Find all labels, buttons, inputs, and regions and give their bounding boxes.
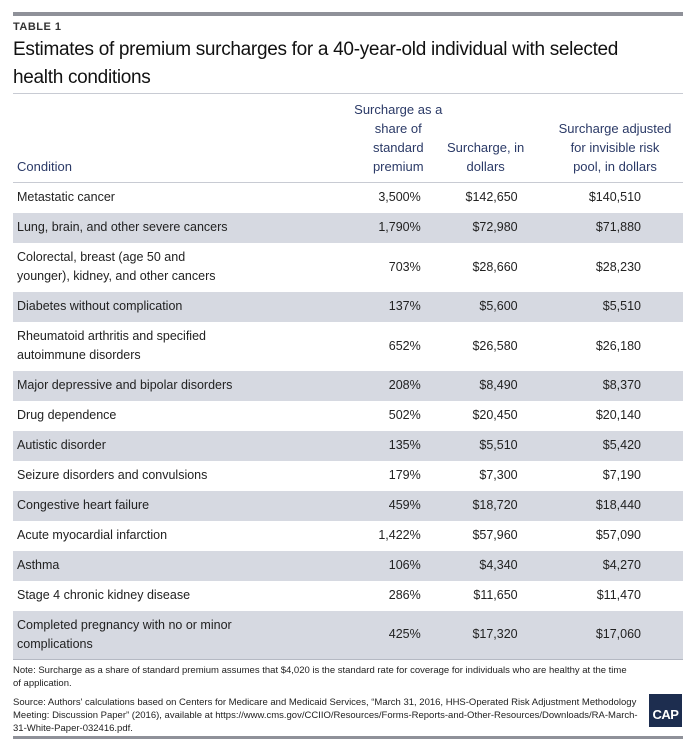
top-rule [13,12,683,16]
share-cell: 3,500% [378,190,421,205]
dollars-cell: $7,300 [479,468,518,482]
column-header-condition: Condition [17,159,72,174]
dollars-cell: $26,580 [472,338,518,353]
adjusted-cell: $140,510 [588,190,641,205]
condition-cell: Stage 4 chronic kidney disease [17,588,191,602]
share-cell: 652% [388,338,421,353]
condition-cell: Major depressive and bipolar disorders [17,378,233,392]
share-cell: 425% [388,627,421,642]
share-cell: 179% [388,468,421,482]
condition-cell: Metastatic cancer [17,190,115,205]
condition-cell: Completed pregnancy with no or minor com… [17,617,232,651]
adjusted-cell: $4,270 [602,558,641,572]
table-note: Note: Surcharge as a share of standard p… [13,665,627,689]
condition-cell: Lung, brain, and other severe cancers [17,220,228,234]
dollars-cell: $17,320 [472,627,518,642]
dollars-cell: $5,510 [479,438,518,452]
share-cell: 502% [388,408,421,422]
table-row: Rheumatoid arthritis and specified autoi… [13,322,683,371]
table-label: TABLE 1 [13,21,62,33]
adjusted-cell: $17,060 [595,627,641,642]
table-source: Source: Authors' calculations based on C… [13,697,638,734]
table-row: Colorectal, breast (age 50 and younger),… [13,243,683,292]
dollars-cell: $5,600 [479,299,518,313]
adjusted-cell: $28,230 [595,259,641,274]
dollars-cell: $142,650 [465,190,518,205]
dollars-cell: $8,490 [479,378,518,392]
share-cell: 286% [388,588,421,602]
table-row: Drug dependence 502% $20,450 $20,140 [13,401,683,431]
column-header-share: Surcharge as a share of standard premium [354,102,443,174]
adjusted-cell: $57,090 [595,528,641,542]
table-row: Diabetes without complication 137% $5,600 $… [13,291,683,322]
condition-cell: Diabetes without complication [17,299,183,313]
bottom-rule [13,736,683,739]
dollars-cell: $4,340 [479,558,518,572]
condition-cell: Asthma [17,558,60,572]
column-header-adjusted: Surcharge adjusted for invisible risk po… [558,121,672,174]
share-cell: 459% [388,498,421,512]
cap-logo: CAP [649,694,682,727]
adjusted-cell: $8,370 [602,378,641,392]
table-row: Major depressive and bipolar disorders 20… [13,370,683,401]
share-cell: 703% [388,259,421,274]
dollars-cell: $20,450 [472,408,518,422]
adjusted-cell: $5,510 [602,299,641,313]
condition-cell: Drug dependence [17,408,117,422]
dollars-cell: $28,660 [472,259,518,274]
share-cell: 208% [388,378,421,392]
adjusted-cell: $18,440 [595,498,641,512]
adjusted-cell: $5,420 [602,438,641,452]
dollars-cell: $18,720 [472,498,518,512]
adjusted-cell: $71,880 [595,220,641,234]
condition-cell: Colorectal, breast (age 50 and younger),… [17,250,216,283]
table-title: Estimates of premium surcharges for a 40… [13,39,619,88]
condition-cell: Seizure disorders and convulsions [17,468,208,482]
condition-cell: Congestive heart failure [17,498,150,512]
adjusted-cell: $7,190 [602,468,641,482]
dollars-cell: $57,960 [472,528,518,542]
share-cell: 135% [388,438,421,452]
table-row: Seizure disorders and convulsions 179% $7,… [13,461,683,491]
table-row: Asthma 106% $4,340 $4,270 [13,550,683,581]
table-row: Completed pregnancy with no or minor com… [13,610,683,660]
column-header-dollars: Surcharge, in dollars [446,140,525,174]
dollars-cell: $11,650 [473,588,518,602]
condition-cell: Rheumatoid arthritis and specified autoi… [17,329,206,362]
share-cell: 106% [388,558,421,572]
dollars-cell: $72,980 [472,220,518,234]
adjusted-cell: $11,470 [596,588,641,602]
share-cell: 1,790% [378,220,421,234]
title-divider [13,93,683,94]
share-cell: 137% [388,299,421,313]
adjusted-cell: $20,140 [595,408,641,422]
header-row: Condition Surcharge as a share of standa… [13,100,683,183]
table-row: Stage 4 chronic kidney disease 286% $11,65… [13,581,683,611]
table-row: Acute myocardial infarction 1,422% $57,960… [13,521,683,551]
table-row: Congestive heart failure 459% $18,720 $18,4… [13,490,683,521]
adjusted-cell: $26,180 [595,338,641,353]
condition-cell: Autistic disorder [17,438,106,452]
table-row: Lung, brain, and other severe cancers 1,7… [13,212,683,243]
table-row: Autistic disorder 135% $5,510 $5,420 [13,430,683,461]
table-row: Metastatic cancer 3,500% $142,650 $140,510 [13,183,683,213]
condition-cell: Acute myocardial infarction [17,528,168,542]
surcharge-table: Condition Surcharge as a share of standa… [13,100,683,660]
share-cell: 1,422% [378,528,421,542]
